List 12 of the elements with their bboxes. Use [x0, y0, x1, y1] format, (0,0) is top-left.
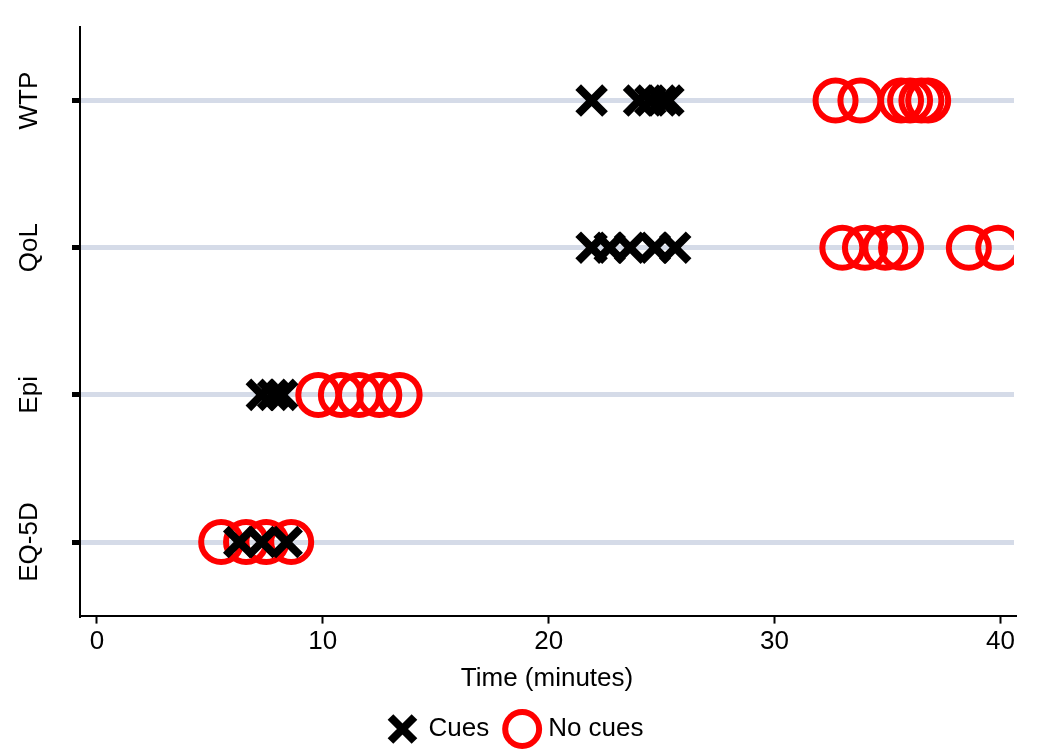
x-tick-label: 20 — [534, 625, 564, 656]
x-tick-label: 0 — [89, 625, 105, 656]
x-axis-title: Time (minutes) — [460, 661, 634, 692]
legend-label: No cues — [548, 712, 644, 743]
x-tick-label: 40 — [985, 625, 1015, 656]
y-tick-label: EQ-5D — [13, 502, 44, 582]
y-tick-label: Epi — [13, 376, 44, 414]
y-tick-label: WTP — [13, 71, 44, 130]
x-tick-label: 30 — [760, 625, 790, 656]
x-tick-label: 10 — [308, 625, 338, 656]
legend-label: Cues — [428, 712, 490, 743]
y-tick-label: QoL — [13, 223, 44, 273]
